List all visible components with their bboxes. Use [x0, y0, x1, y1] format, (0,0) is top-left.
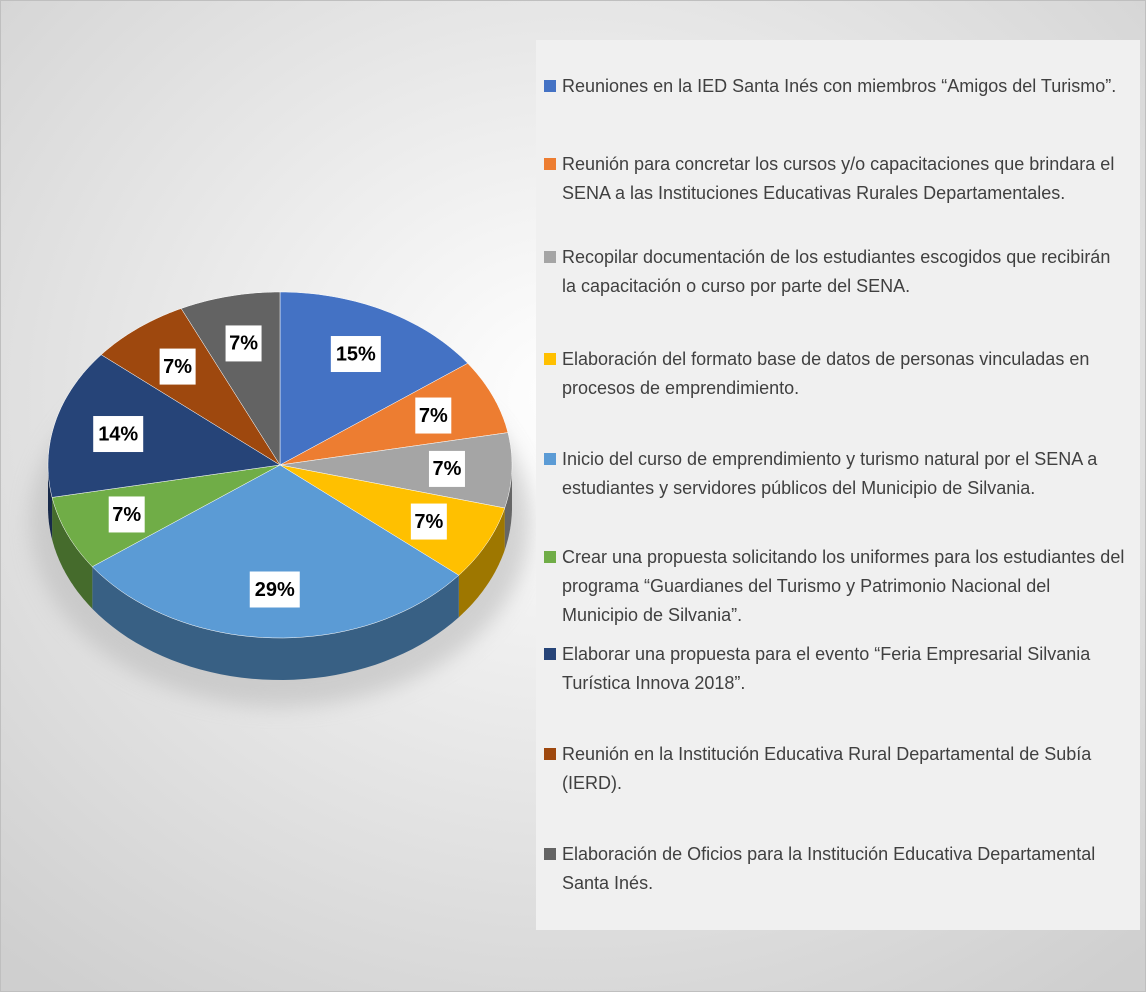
- slice: [51, 464, 281, 568]
- label-box: [330, 336, 381, 373]
- data-label: 7%: [433, 458, 462, 480]
- legend-label: Elaboración del formato base de datos de…: [562, 349, 1090, 398]
- data-label: 29%: [255, 579, 295, 601]
- slice-side: [92, 566, 459, 680]
- legend-swatch: [544, 848, 556, 860]
- slice: [91, 464, 460, 639]
- legend-swatch: [544, 453, 556, 465]
- legend-swatch: [544, 158, 556, 170]
- data-label: 7%: [112, 504, 141, 526]
- legend-swatch: [544, 251, 556, 263]
- data-label: 15%: [336, 343, 376, 365]
- legend-label: Reunión para concretar los cursos y/o ca…: [562, 154, 1115, 203]
- legend-item: Reunión para concretar los cursos y/o ca…: [544, 150, 1128, 208]
- slice: [279, 464, 506, 576]
- legend-item: Crear una propuesta solicitando los unif…: [544, 543, 1128, 630]
- legend-label: Recopilar documentación de los estudiant…: [562, 247, 1111, 296]
- legend-item: Inicio del curso de emprendimiento y tur…: [544, 445, 1128, 503]
- slice-side: [504, 465, 512, 550]
- legend-item: Reuniones en la IED Santa Inés con miemb…: [544, 72, 1128, 101]
- legend-swatch: [544, 353, 556, 365]
- legend-label: Elaboración de Oficios para la Instituci…: [562, 844, 1096, 893]
- legend-item: Elaboración de Oficios para la Instituci…: [544, 840, 1128, 898]
- legend-label: Inicio del curso de emprendimiento y tur…: [562, 449, 1098, 498]
- label-box: [93, 416, 144, 453]
- legend-label: Elaborar una propuesta para el evento “F…: [562, 644, 1091, 693]
- slice-side: [458, 508, 505, 618]
- data-label: 7%: [163, 356, 192, 378]
- label-box: [249, 571, 300, 608]
- data-label: 14%: [98, 423, 138, 445]
- legend-label: Reunión en la Institución Educativa Rura…: [562, 744, 1092, 793]
- slice: [279, 362, 509, 466]
- legend-label: Reuniones en la IED Santa Inés con miemb…: [562, 76, 1117, 96]
- legend: Reuniones en la IED Santa Inés con miemb…: [536, 40, 1140, 930]
- label-box: [159, 348, 196, 385]
- legend-item: Elaboración del formato base de datos de…: [544, 345, 1128, 403]
- legend-swatch: [544, 748, 556, 760]
- legend-swatch: [544, 648, 556, 660]
- data-label: 7%: [419, 405, 448, 427]
- label-box: [410, 503, 447, 540]
- data-label: 7%: [414, 511, 443, 533]
- label-box: [108, 496, 145, 533]
- slice: [100, 308, 281, 466]
- label-box: [225, 325, 262, 362]
- label-box: [428, 450, 465, 487]
- slice: [47, 354, 281, 498]
- legend-swatch: [544, 80, 556, 92]
- slice-side: [48, 465, 53, 540]
- legend-item: Elaborar una propuesta para el evento “F…: [544, 640, 1128, 698]
- data-label: 7%: [229, 333, 258, 355]
- legend-label: Crear una propuesta solicitando los unif…: [562, 547, 1125, 625]
- label-box: [415, 397, 452, 434]
- legend-item: Reunión en la Institución Educativa Rura…: [544, 740, 1128, 798]
- legend-swatch: [544, 551, 556, 563]
- legend-item: Recopilar documentación de los estudiant…: [544, 243, 1128, 301]
- slice-side: [52, 497, 93, 609]
- slice: [279, 291, 469, 466]
